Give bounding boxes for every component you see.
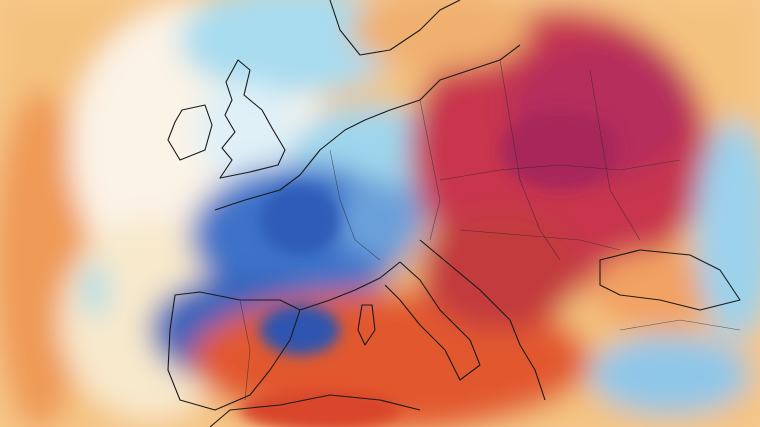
coast-france-med (299, 261, 401, 311)
coast-adriatic (419, 239, 546, 401)
cool-anatolia (590, 335, 750, 415)
border-1 (329, 149, 381, 261)
coast-scandinavia (329, 0, 461, 56)
border-4 (439, 159, 681, 181)
border-8 (619, 319, 741, 331)
coast-continent (214, 44, 521, 211)
coast-north-africa (209, 394, 421, 427)
coast-black-sea (599, 249, 741, 311)
warm-scandinavia (350, 0, 530, 70)
cold-core-iberia (260, 305, 340, 355)
borders (239, 59, 741, 401)
coast-italy (384, 261, 481, 381)
hot-balkans (420, 210, 580, 330)
coast-uk (219, 59, 286, 179)
cold-core-france (260, 185, 340, 255)
border-3 (499, 59, 561, 261)
cool-east (695, 120, 760, 340)
uk-field (195, 80, 295, 180)
border-6 (589, 69, 641, 241)
coast-ireland (167, 104, 213, 161)
border-7 (239, 299, 251, 401)
warm-black-sea (590, 250, 730, 330)
detail-layer (240, 110, 620, 427)
coastlines (167, 0, 741, 427)
cool-patch (83, 262, 107, 318)
border-5 (459, 229, 621, 251)
cool-north-sea (180, 0, 400, 95)
hot-core-2 (500, 110, 620, 190)
coast-sardinia (357, 304, 376, 346)
cool-alps (335, 180, 425, 260)
hot-north-africa (240, 390, 400, 427)
border-2 (419, 99, 441, 241)
